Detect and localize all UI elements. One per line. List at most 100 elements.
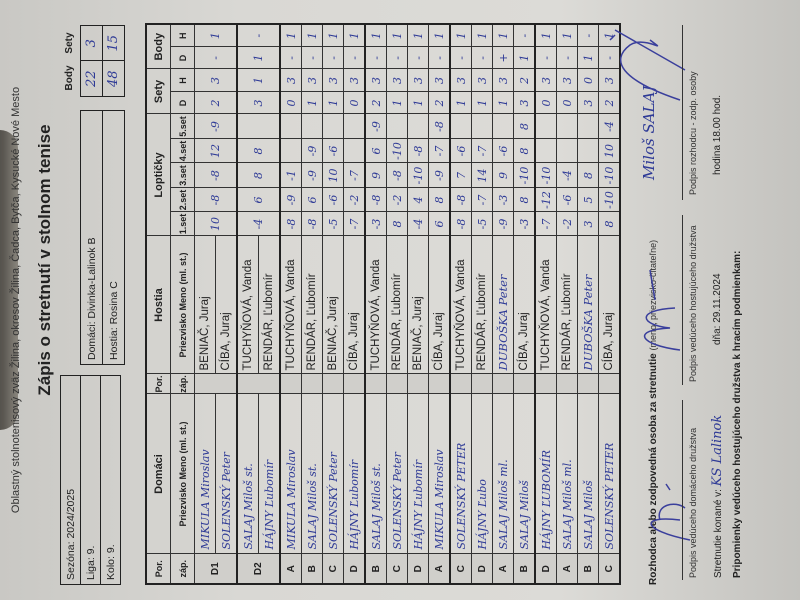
- referee-sig-label: Podpis rozhodcu - zodp. osoby: [688, 71, 698, 195]
- body-guest: 1: [535, 23, 557, 47]
- header-balls: Loptičky: [146, 113, 171, 236]
- sety-home: 0: [556, 91, 578, 114]
- set-1-score: -5: [471, 212, 493, 236]
- guest-player: CÍBA, Juraj: [215, 236, 237, 374]
- match-row: A MIKULA Miroslav CÍBA, Juraj 6 8 -9 -7 -8 2 3-1: [428, 23, 450, 584]
- venue-line: Stretnutie konané v: KS Lalinok: [710, 415, 725, 578]
- order-guest: [407, 374, 429, 394]
- matches-body: D1 MIKULA Miroslav BENIAČ, Juraj 10 -8 -8 12 -9…: [194, 23, 620, 584]
- sety-home: 3: [513, 91, 535, 114]
- match-date: dňa: 29.11.2024: [712, 273, 723, 345]
- guest-player: RENDÁR, Ľubomír: [471, 236, 493, 374]
- set-2-score: 8: [428, 188, 450, 212]
- set-1-score: -9: [492, 212, 514, 236]
- set-3-score: -1: [280, 163, 302, 188]
- set-4-score: 6: [365, 139, 387, 163]
- guest-player: DUBOŠKA Peter: [577, 236, 599, 374]
- home-player: SOLENSKÝ PETER: [450, 394, 472, 554]
- header-por-home: Por.: [146, 554, 171, 584]
- set-2-score: -3: [492, 188, 514, 212]
- home-player: HÁJNY Ľubo: [471, 394, 493, 554]
- header-sety: Sety: [146, 68, 171, 114]
- order-home: B: [513, 554, 535, 584]
- guest-player: CÍBA, Juraj: [428, 236, 450, 374]
- body-home: 1: [513, 46, 535, 69]
- order-home: D: [535, 554, 557, 584]
- referee-signature: [609, 29, 686, 101]
- set-2-score: -8: [365, 188, 387, 212]
- home-player: SALAJ Miloš st.: [365, 394, 387, 554]
- set-1-score: -7: [535, 212, 557, 236]
- body-home: +: [492, 46, 514, 69]
- body-guest: 1: [322, 23, 344, 47]
- sety-guest: 3: [301, 68, 323, 92]
- order-home: B: [365, 554, 387, 584]
- order-guest: [513, 374, 535, 394]
- body-home: -: [535, 46, 557, 69]
- sety-home: 0: [280, 91, 302, 114]
- set-1-score: -8: [450, 212, 472, 236]
- set-5-score: [492, 113, 514, 139]
- header-zap-home: záp.: [170, 554, 195, 584]
- venue: KS Lalinok: [710, 414, 725, 487]
- match-row: C SOLENSKÝ Peter BENIAČ, Juraj -5 -6 10 -6 1 3-1: [322, 23, 344, 584]
- order-guest: [471, 374, 493, 394]
- set-3-score: -10: [513, 163, 535, 188]
- season: Sezóna: 2024/2025: [60, 375, 81, 585]
- referee-signature-line: [682, 25, 683, 200]
- guest-player: DUBOŠKA Peter: [492, 236, 514, 374]
- guest-player: TUCHYŇOVÁ, Vanda: [450, 236, 472, 374]
- body-guest: 1: [386, 23, 408, 47]
- set-3-score: 14: [471, 163, 493, 188]
- home-leader-sig-label: Podpis vedúceho domáceho družstva: [688, 427, 698, 578]
- order-guest: [343, 374, 365, 394]
- order-home: A: [428, 554, 450, 584]
- body-home: -: [450, 46, 472, 69]
- match-row: D HÁJNY Ľubomír BENIAČ, Juraj -4 4 -10 -8 1 3-1: [407, 23, 429, 584]
- body-guest: 1: [194, 23, 237, 47]
- set-1-score: -3: [365, 212, 387, 236]
- order-home: D1: [194, 554, 237, 584]
- set-4-score: 8: [513, 139, 535, 163]
- header-home-name: Priezvisko Meno (ml. st.): [170, 394, 195, 554]
- sety-guest: 3: [194, 68, 237, 92]
- guest-player: TUCHYŇOVÁ, Vanda: [365, 236, 387, 374]
- header-por-guest: Por.: [146, 374, 171, 394]
- sety-guest: 3: [343, 68, 365, 92]
- set-4-score: -6: [322, 139, 344, 163]
- set-5-score: [386, 113, 408, 139]
- set-1-score: -7: [343, 212, 365, 236]
- totals-box: 22 3 48 15: [80, 25, 125, 97]
- body-home: -: [471, 46, 493, 69]
- set-2-score: 8: [513, 188, 535, 212]
- header-set-5: 5.set: [170, 113, 195, 139]
- order-home: B: [577, 554, 599, 584]
- home-player: HÁJNY Ľubomír: [343, 394, 365, 554]
- order-home: A: [556, 554, 578, 584]
- body-home: 1: [577, 46, 599, 69]
- set-2-score: -7: [471, 188, 493, 212]
- order-guest: [577, 374, 599, 394]
- set-2-score: -8: [450, 188, 472, 212]
- match-row: D HÁJNY ĽUBOMÍR TUCHYŇOVÁ, Vanda -7 -12 -10 0 3…: [535, 23, 557, 584]
- set-4-score: -7: [471, 139, 493, 163]
- set-1-score: 10: [194, 212, 237, 236]
- set-5-score: -9: [194, 113, 237, 139]
- set-5-score: [535, 113, 557, 139]
- order-home: D2: [237, 554, 280, 584]
- match-row: A SALAJ Miloš ml. RENDÁR, Ľubomír -2 -6 -4 0 3-…: [556, 23, 578, 584]
- set-1-score: -2: [556, 212, 578, 236]
- set-4-score: 8: [237, 139, 280, 163]
- guest-total-2: 15: [102, 25, 125, 61]
- sety-home: 1: [322, 91, 344, 114]
- guest-player: BENIAČ, Juraj: [194, 236, 216, 374]
- match-row: A SALAJ Miloš ml. DUBOŠKA Peter -9 -3 9 -6 1 3 +1: [492, 23, 514, 584]
- sety-home: 1: [301, 91, 323, 114]
- set-5-score: [322, 113, 344, 139]
- set-5-score: [280, 113, 302, 139]
- set-2-score: -9: [280, 188, 302, 212]
- sety-home: 1: [407, 91, 429, 114]
- body-home: -: [365, 46, 387, 69]
- body-guest: 1: [280, 23, 302, 47]
- match-row: B SALAJ Miloš st. RENDÁR, Ľubomír -8 6 -9 -9 1 3…: [301, 23, 323, 584]
